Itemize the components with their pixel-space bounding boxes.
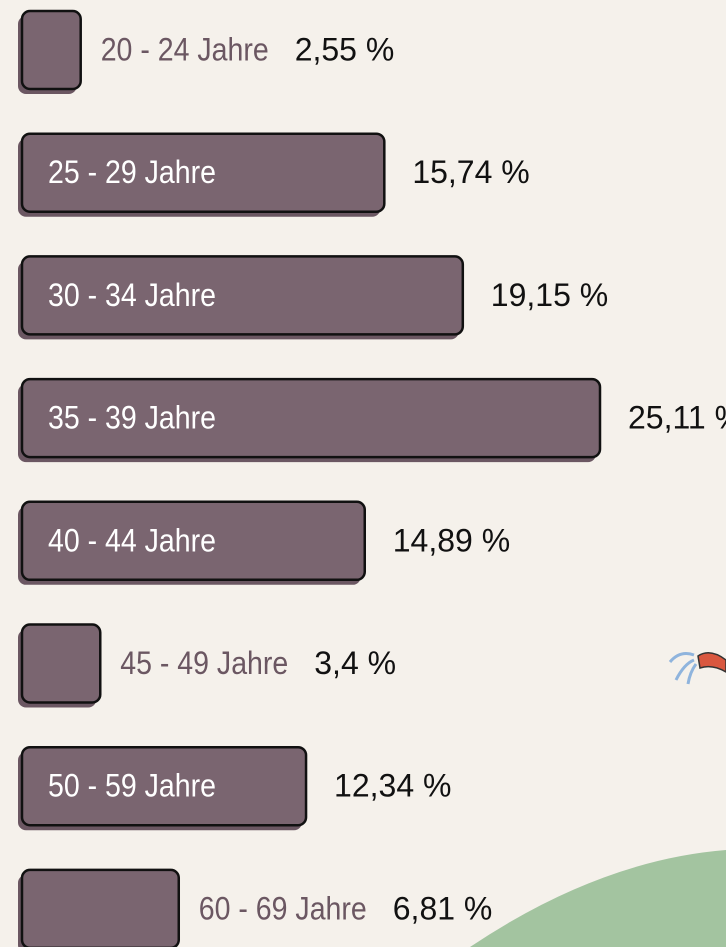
value-label: 12,34 % xyxy=(334,768,451,804)
category-label: 45 - 49 Jahre xyxy=(120,645,288,681)
bar xyxy=(20,745,308,827)
value-label: 15,74 % xyxy=(412,154,529,190)
bar xyxy=(20,500,366,582)
bar xyxy=(20,623,102,704)
category-label: 20 - 24 Jahre xyxy=(101,31,269,67)
category-label: 30 - 34 Jahre xyxy=(48,277,216,313)
category-label: 35 - 39 Jahre xyxy=(48,400,216,436)
category-label: 25 - 29 Jahre xyxy=(48,154,216,190)
category-label: 50 - 59 Jahre xyxy=(48,768,216,804)
value-label: 6,81 % xyxy=(393,890,493,926)
value-label: 3,4 % xyxy=(314,645,396,681)
bar xyxy=(20,377,602,459)
value-label: 25,11 % xyxy=(628,400,726,436)
bar xyxy=(20,868,181,947)
hose-decoration xyxy=(668,652,726,685)
hill-decoration xyxy=(470,850,726,947)
category-label: 40 - 44 Jahre xyxy=(48,522,216,558)
value-label: 2,55 % xyxy=(295,31,395,67)
bar xyxy=(20,9,82,91)
value-label: 14,89 % xyxy=(393,522,510,558)
bar xyxy=(20,255,465,336)
value-label: 19,15 % xyxy=(491,277,608,313)
bar xyxy=(20,132,386,213)
category-label: 60 - 69 Jahre xyxy=(199,890,367,926)
